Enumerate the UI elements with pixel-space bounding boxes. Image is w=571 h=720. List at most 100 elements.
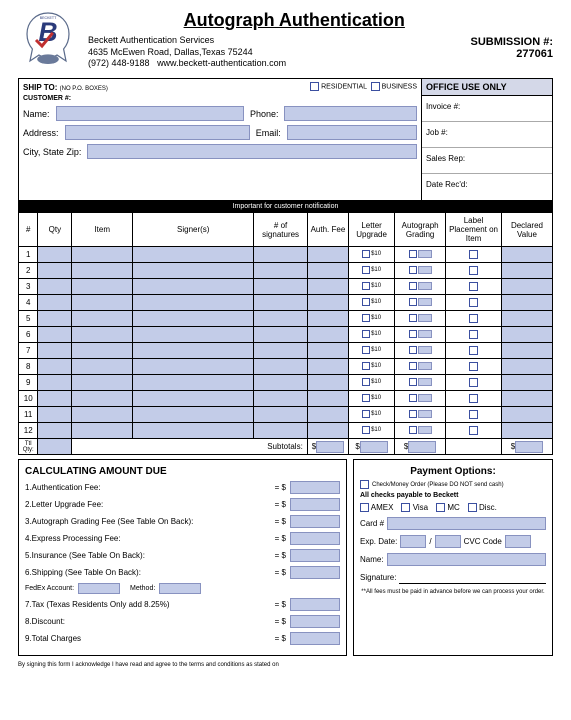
calc-input-5[interactable]: [290, 549, 340, 562]
item-input[interactable]: [72, 327, 133, 343]
signer-input[interactable]: [133, 343, 254, 359]
qty-input[interactable]: [38, 407, 72, 423]
grade-checkbox[interactable]: [409, 378, 417, 386]
letter-checkbox[interactable]: [362, 362, 370, 370]
item-input[interactable]: [72, 407, 133, 423]
grade-checkbox[interactable]: [409, 330, 417, 338]
exp-year-input[interactable]: [435, 535, 461, 548]
email-input[interactable]: [287, 125, 417, 140]
item-input[interactable]: [72, 391, 133, 407]
value-input[interactable]: [501, 407, 552, 423]
calc-input-3[interactable]: [290, 515, 340, 528]
signer-input[interactable]: [133, 247, 254, 263]
calc-input-2[interactable]: [290, 498, 340, 511]
label-checkbox[interactable]: [469, 266, 478, 275]
label-checkbox[interactable]: [469, 426, 478, 435]
letter-checkbox[interactable]: [362, 298, 370, 306]
item-input[interactable]: [72, 375, 133, 391]
label-checkbox[interactable]: [469, 330, 478, 339]
letter-checkbox[interactable]: [362, 314, 370, 322]
qty-input[interactable]: [38, 359, 72, 375]
fee-input[interactable]: [307, 263, 348, 279]
value-input[interactable]: [501, 343, 552, 359]
item-input[interactable]: [72, 359, 133, 375]
grade-checkbox[interactable]: [409, 298, 417, 306]
grade-checkbox[interactable]: [409, 362, 417, 370]
pay-name-input[interactable]: [387, 553, 546, 566]
signer-input[interactable]: [133, 279, 254, 295]
fee-input[interactable]: [307, 359, 348, 375]
label-checkbox[interactable]: [469, 282, 478, 291]
label-checkbox[interactable]: [469, 250, 478, 259]
value-input[interactable]: [501, 391, 552, 407]
label-checkbox[interactable]: [469, 298, 478, 307]
value-input[interactable]: [501, 279, 552, 295]
letter-checkbox[interactable]: [362, 250, 370, 258]
grade-checkbox[interactable]: [409, 314, 417, 322]
signature-line[interactable]: [399, 571, 546, 584]
item-input[interactable]: [72, 295, 133, 311]
grade-checkbox[interactable]: [409, 282, 417, 290]
letter-checkbox[interactable]: [362, 426, 370, 434]
cvc-input[interactable]: [505, 535, 531, 548]
value-input[interactable]: [501, 263, 552, 279]
amex-checkbox[interactable]: [360, 503, 369, 512]
grade-checkbox[interactable]: [409, 250, 417, 258]
label-checkbox[interactable]: [469, 378, 478, 387]
check-checkbox[interactable]: [360, 480, 369, 489]
signer-input[interactable]: [133, 263, 254, 279]
value-input[interactable]: [501, 327, 552, 343]
qty-input[interactable]: [38, 247, 72, 263]
label-checkbox[interactable]: [469, 410, 478, 419]
sigs-input[interactable]: [254, 327, 307, 343]
letter-checkbox[interactable]: [362, 410, 370, 418]
value-input[interactable]: [501, 311, 552, 327]
value-input[interactable]: [501, 423, 552, 439]
fee-input[interactable]: [307, 327, 348, 343]
qty-input[interactable]: [38, 423, 72, 439]
item-input[interactable]: [72, 247, 133, 263]
signer-input[interactable]: [133, 375, 254, 391]
value-input[interactable]: [501, 375, 552, 391]
sigs-input[interactable]: [254, 343, 307, 359]
grade-checkbox[interactable]: [409, 266, 417, 274]
residential-checkbox[interactable]: [310, 82, 319, 91]
business-checkbox[interactable]: [371, 82, 380, 91]
grade-checkbox[interactable]: [409, 410, 417, 418]
address-input[interactable]: [65, 125, 250, 140]
sigs-input[interactable]: [254, 423, 307, 439]
value-input[interactable]: [501, 247, 552, 263]
label-checkbox[interactable]: [469, 346, 478, 355]
calc-input-6[interactable]: [290, 566, 340, 579]
fee-input[interactable]: [307, 407, 348, 423]
qty-input[interactable]: [38, 263, 72, 279]
calc-input-4[interactable]: [290, 532, 340, 545]
sigs-input[interactable]: [254, 279, 307, 295]
qty-input[interactable]: [38, 295, 72, 311]
qty-input[interactable]: [38, 311, 72, 327]
ttl-qty-input[interactable]: [38, 439, 72, 455]
signer-input[interactable]: [133, 359, 254, 375]
calc-input-9[interactable]: [290, 632, 340, 645]
fee-input[interactable]: [307, 391, 348, 407]
disc-checkbox[interactable]: [468, 503, 477, 512]
fedex-input[interactable]: [78, 583, 120, 594]
signer-input[interactable]: [133, 423, 254, 439]
fee-input[interactable]: [307, 375, 348, 391]
fee-input[interactable]: [307, 343, 348, 359]
letter-checkbox[interactable]: [362, 346, 370, 354]
label-checkbox[interactable]: [469, 314, 478, 323]
sigs-input[interactable]: [254, 407, 307, 423]
qty-input[interactable]: [38, 327, 72, 343]
card-input[interactable]: [387, 517, 546, 530]
sigs-input[interactable]: [254, 311, 307, 327]
sigs-input[interactable]: [254, 247, 307, 263]
fee-input[interactable]: [307, 311, 348, 327]
name-input[interactable]: [56, 106, 244, 121]
fee-input[interactable]: [307, 247, 348, 263]
calc-input-1[interactable]: [290, 481, 340, 494]
subtotal-value[interactable]: [515, 441, 543, 453]
grade-checkbox[interactable]: [409, 346, 417, 354]
label-checkbox[interactable]: [469, 362, 478, 371]
calc-input-8[interactable]: [290, 615, 340, 628]
